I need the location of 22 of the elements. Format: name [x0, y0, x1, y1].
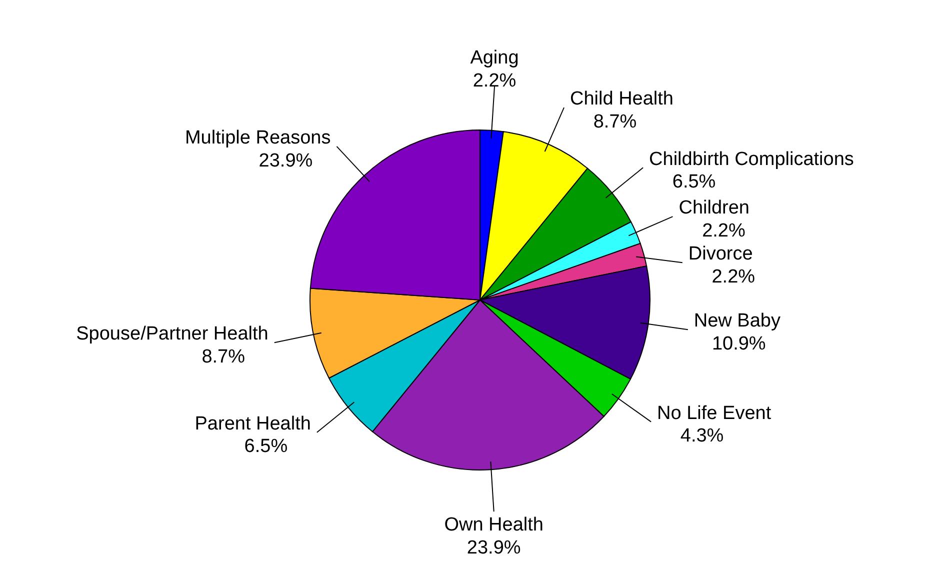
slice-label: Multiple Reasons: [184, 128, 331, 149]
data-label: 6.5%: [672, 172, 716, 193]
data-label: 23.9%: [466, 537, 521, 558]
data-label: 2.2%: [472, 70, 516, 92]
slice-label: Aging: [470, 48, 519, 69]
slice-label: No Life Event: [657, 402, 772, 424]
data-label: 2.2%: [702, 220, 746, 242]
data-label: 10.9%: [712, 333, 766, 354]
slice-label: Spouse/Partner Health: [76, 324, 268, 345]
slice-label: Parent Health: [194, 413, 311, 434]
slice-label: Divorce: [688, 244, 753, 265]
slice-label: New Baby: [694, 310, 781, 332]
data-label: 23.9%: [258, 150, 313, 172]
data-label: 6.5%: [244, 436, 288, 458]
data-label: 8.7%: [202, 346, 246, 368]
slice-label: Own Health: [444, 514, 544, 536]
data-label: 2.2%: [712, 266, 756, 288]
slice-label: Children: [678, 198, 750, 219]
slice-label: Child Health: [570, 88, 674, 110]
data-label: 4.3%: [680, 426, 724, 447]
slice-label: Childbirth Complications: [649, 148, 854, 170]
data-label: 8.7%: [593, 111, 637, 132]
